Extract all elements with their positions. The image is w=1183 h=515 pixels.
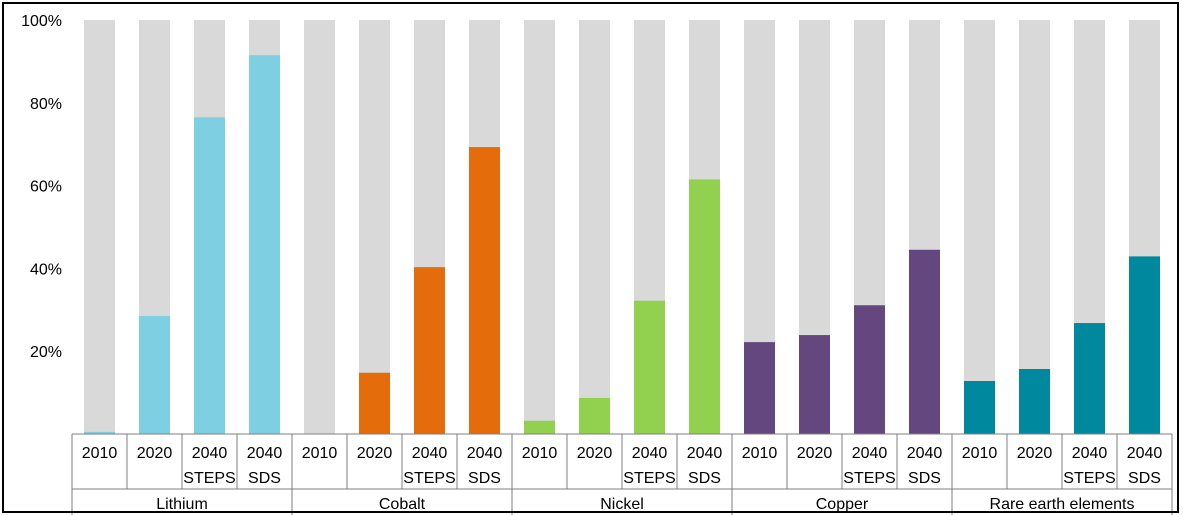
bar-background [359, 20, 390, 434]
bar-lithium-2 [194, 117, 225, 434]
bar-nickel-0 [524, 420, 555, 434]
y-axis: 20% 40% 60% 80% 100% [21, 13, 62, 361]
bar-nickel-2 [634, 300, 665, 434]
x-tick-label-scenario: STEPS [843, 470, 895, 487]
x-tick-label-year: 2020 [357, 445, 393, 462]
bar-cobalt-3 [469, 147, 500, 434]
x-tick-label-year: 2010 [962, 445, 998, 462]
x-tick-label-year: 2020 [1017, 445, 1053, 462]
x-tick-label-year: 2040 [247, 445, 283, 462]
x-tick-label-year: 2040 [467, 445, 503, 462]
x-tick-label-scenario: SDS [468, 470, 501, 487]
x-tick-label-year: 2020 [797, 445, 833, 462]
bar-copper-2 [854, 305, 885, 434]
x-tick-label-scenario: STEPS [623, 470, 675, 487]
x-tick-label-year: 2040 [1127, 445, 1163, 462]
bar-background [524, 20, 555, 434]
x-tick-label-year: 2040 [632, 445, 668, 462]
x-tick-label-scenario: STEPS [403, 470, 455, 487]
x-tick-label-year: 2010 [522, 445, 558, 462]
y-tick-label: 80% [30, 96, 62, 113]
x-tick-label-year: 2040 [907, 445, 943, 462]
x-tick-label-year: 2040 [1072, 445, 1108, 462]
bar-rare-earth-elements-3 [1129, 256, 1160, 434]
bar-background [84, 20, 115, 434]
bar-copper-1 [799, 335, 830, 434]
bar-copper-3 [909, 249, 940, 434]
y-tick-label: 60% [30, 179, 62, 196]
bar-background [1019, 20, 1050, 434]
bar-background [304, 20, 335, 434]
bar-cobalt-1 [359, 372, 390, 434]
x-axis: 2010 2020 2040 STEPS 2040 SDS Lithium 2010 2020 2… [71, 433, 1173, 515]
y-tick-label: 40% [30, 261, 62, 278]
group-label: Rare earth elements [990, 496, 1135, 513]
bar-background [579, 20, 610, 434]
group-label: Nickel [600, 496, 644, 513]
group-label: Lithium [156, 496, 208, 513]
bar-lithium-1 [139, 316, 170, 434]
x-tick-label-scenario: SDS [908, 470, 941, 487]
x-tick-label-year: 2040 [192, 445, 228, 462]
bar-lithium-3 [249, 55, 280, 434]
bar-nickel-3 [689, 179, 720, 434]
x-tick-label-year: 2040 [852, 445, 888, 462]
x-tick-label-scenario: STEPS [183, 470, 235, 487]
x-tick-label-scenario: STEPS [1063, 470, 1115, 487]
bar-background [964, 20, 995, 434]
group-label: Cobalt [379, 496, 426, 513]
x-tick-label-year: 2040 [687, 445, 723, 462]
x-tick-label-year: 2010 [302, 445, 338, 462]
bar-cobalt-2 [414, 267, 445, 434]
bar-copper-0 [744, 342, 775, 434]
x-tick-label-scenario: SDS [248, 470, 281, 487]
bar-rare-earth-elements-1 [1019, 369, 1050, 434]
x-tick-label-year: 2010 [742, 445, 778, 462]
x-tick-label-year: 2010 [82, 445, 118, 462]
x-tick-label-year: 2020 [577, 445, 613, 462]
x-tick-label-year: 2020 [137, 445, 173, 462]
bars [84, 20, 1160, 434]
bar-rare-earth-elements-0 [964, 381, 995, 434]
y-tick-label: 100% [21, 13, 62, 30]
y-tick-label: 20% [30, 344, 62, 361]
bar-lithium-0 [84, 431, 115, 434]
x-tick-label-scenario: SDS [688, 470, 721, 487]
group-label: Copper [816, 496, 869, 513]
bar-nickel-1 [579, 397, 610, 434]
x-tick-label-year: 2040 [412, 445, 448, 462]
bar-rare-earth-elements-2 [1074, 323, 1105, 434]
x-tick-label-scenario: SDS [1128, 470, 1161, 487]
